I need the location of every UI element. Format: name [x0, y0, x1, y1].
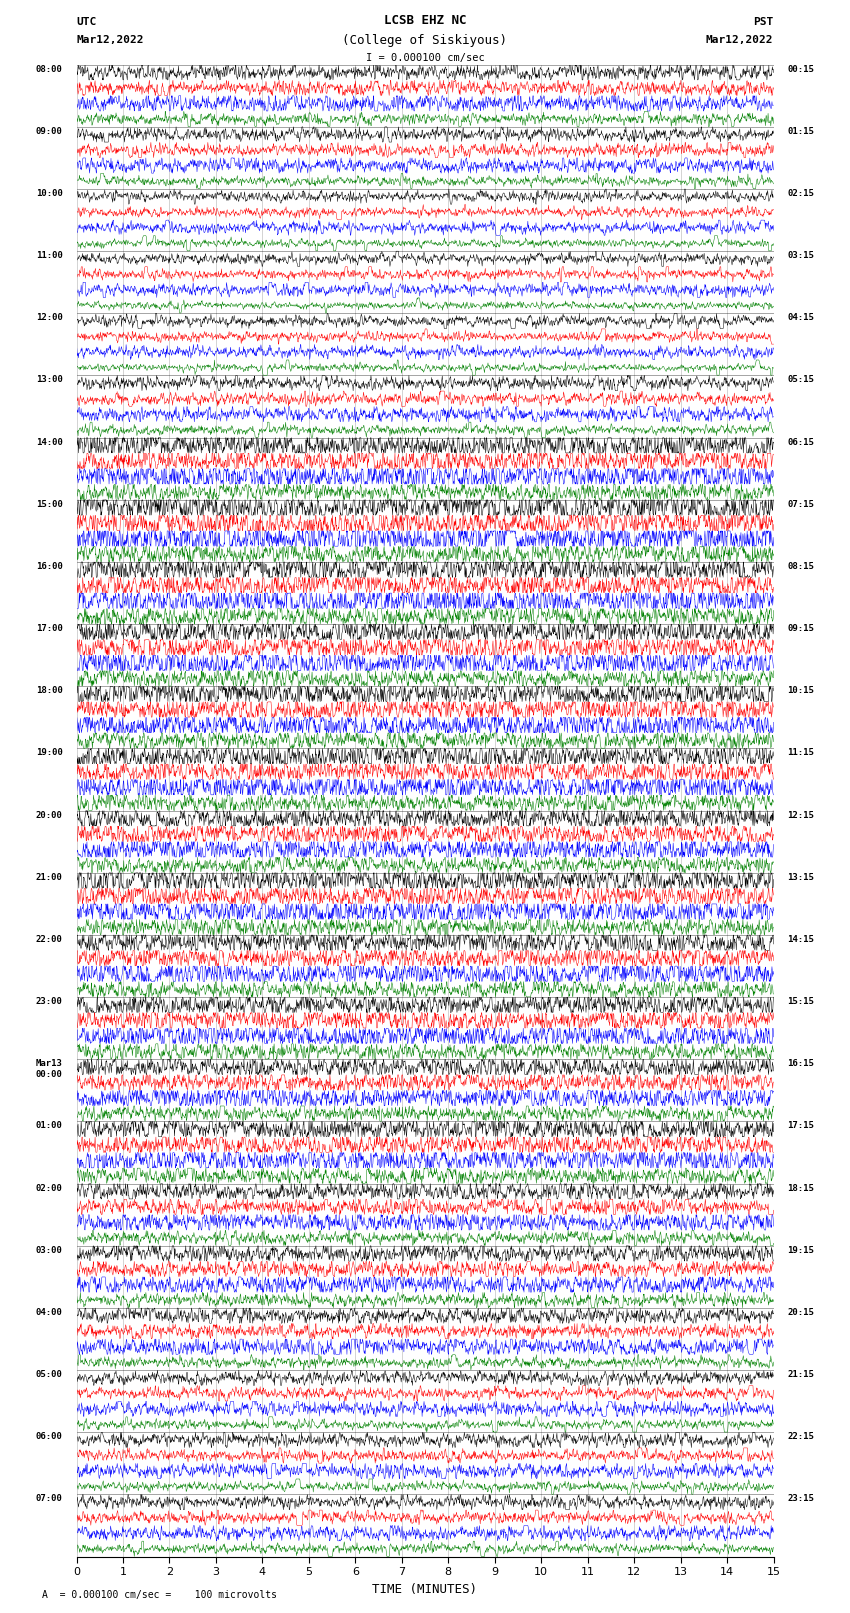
Text: 14:00: 14:00: [36, 437, 63, 447]
Text: 20:15: 20:15: [787, 1308, 814, 1316]
Text: 23:00: 23:00: [36, 997, 63, 1007]
Text: 06:15: 06:15: [787, 437, 814, 447]
Text: 17:00: 17:00: [36, 624, 63, 632]
Text: 12:15: 12:15: [787, 811, 814, 819]
Text: 01:15: 01:15: [787, 127, 814, 135]
Text: 10:00: 10:00: [36, 189, 63, 198]
Text: 16:00: 16:00: [36, 561, 63, 571]
Text: 20:00: 20:00: [36, 811, 63, 819]
Text: UTC: UTC: [76, 18, 97, 27]
Text: 15:15: 15:15: [787, 997, 814, 1007]
Text: 03:00: 03:00: [36, 1245, 63, 1255]
Text: 13:00: 13:00: [36, 376, 63, 384]
Text: 11:00: 11:00: [36, 252, 63, 260]
Text: 13:15: 13:15: [787, 873, 814, 882]
Text: 05:15: 05:15: [787, 376, 814, 384]
X-axis label: TIME (MINUTES): TIME (MINUTES): [372, 1582, 478, 1595]
Text: 00:15: 00:15: [787, 65, 814, 74]
Text: LCSB EHZ NC: LCSB EHZ NC: [383, 15, 467, 27]
Text: 11:15: 11:15: [787, 748, 814, 758]
Text: 18:00: 18:00: [36, 686, 63, 695]
Text: Mar13
00:00: Mar13 00:00: [36, 1060, 63, 1079]
Text: 12:00: 12:00: [36, 313, 63, 323]
Text: I = 0.000100 cm/sec: I = 0.000100 cm/sec: [366, 53, 484, 63]
Text: 21:00: 21:00: [36, 873, 63, 882]
Text: 04:00: 04:00: [36, 1308, 63, 1316]
Text: 14:15: 14:15: [787, 936, 814, 944]
Text: PST: PST: [753, 18, 774, 27]
Text: 19:15: 19:15: [787, 1245, 814, 1255]
Text: 22:15: 22:15: [787, 1432, 814, 1440]
Text: 15:00: 15:00: [36, 500, 63, 508]
Text: 07:00: 07:00: [36, 1494, 63, 1503]
Text: 04:15: 04:15: [787, 313, 814, 323]
Text: Mar12,2022: Mar12,2022: [76, 35, 144, 45]
Text: 02:00: 02:00: [36, 1184, 63, 1192]
Text: 19:00: 19:00: [36, 748, 63, 758]
Text: 01:00: 01:00: [36, 1121, 63, 1131]
Text: 23:15: 23:15: [787, 1494, 814, 1503]
Text: 03:15: 03:15: [787, 252, 814, 260]
Text: 07:15: 07:15: [787, 500, 814, 508]
Text: 17:15: 17:15: [787, 1121, 814, 1131]
Text: 06:00: 06:00: [36, 1432, 63, 1440]
Text: 18:15: 18:15: [787, 1184, 814, 1192]
Text: 08:00: 08:00: [36, 65, 63, 74]
Text: Mar12,2022: Mar12,2022: [706, 35, 774, 45]
Text: 09:15: 09:15: [787, 624, 814, 632]
Text: 22:00: 22:00: [36, 936, 63, 944]
Text: 05:00: 05:00: [36, 1369, 63, 1379]
Text: 02:15: 02:15: [787, 189, 814, 198]
Text: 16:15: 16:15: [787, 1060, 814, 1068]
Text: 10:15: 10:15: [787, 686, 814, 695]
Text: (College of Siskiyous): (College of Siskiyous): [343, 34, 507, 47]
Text: 08:15: 08:15: [787, 561, 814, 571]
Text: A  = 0.000100 cm/sec =    100 microvolts: A = 0.000100 cm/sec = 100 microvolts: [42, 1590, 277, 1600]
Text: 21:15: 21:15: [787, 1369, 814, 1379]
Text: 09:00: 09:00: [36, 127, 63, 135]
